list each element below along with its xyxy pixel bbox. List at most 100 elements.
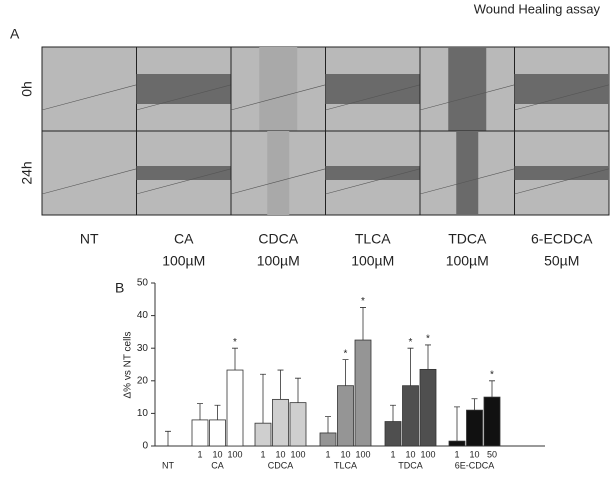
column-label: NT (80, 231, 99, 247)
error-bar (295, 377, 301, 403)
scratch-line (325, 84, 421, 111)
bar (289, 402, 307, 447)
y-tick-label: 20 (137, 375, 149, 386)
bar (272, 398, 289, 447)
group-label: NT (162, 460, 174, 470)
error-bar (407, 347, 414, 386)
significance-mark: * (344, 348, 348, 359)
bar (419, 368, 437, 447)
bar (483, 396, 501, 447)
group-label: TDCA (398, 460, 423, 470)
group-label: CA (211, 460, 224, 470)
wound-gap (448, 47, 487, 131)
significance-mark: * (426, 334, 430, 345)
scratch-line (41, 168, 137, 195)
y-tick-label: 30 (137, 343, 149, 354)
group-label: CDCA (268, 460, 294, 470)
error-bar (425, 344, 431, 370)
error-bar (277, 369, 284, 400)
dose-label: 1 (325, 449, 330, 459)
bar (226, 369, 244, 447)
column-label: CDCA (258, 231, 298, 247)
dose-label: 1 (390, 449, 395, 459)
column-label: TDCA (448, 231, 487, 247)
wound-gap (325, 166, 420, 180)
wound-gap (514, 166, 609, 180)
scratch-line (136, 84, 232, 111)
error-bar (232, 347, 238, 371)
dose-label: 1 (197, 449, 202, 459)
y-axis-label: Δ% vs NT cells (123, 331, 134, 398)
scratch-line (41, 84, 137, 111)
y-tick-label: 10 (137, 408, 149, 419)
dose-label: 10 (469, 449, 479, 459)
dose-label: 50 (487, 449, 497, 459)
scratch-line (136, 168, 232, 195)
bar (354, 339, 372, 447)
scratch-line (230, 84, 326, 111)
error-bar (471, 398, 478, 411)
column-dose: 100µM (257, 253, 300, 269)
wound-gap (136, 166, 231, 180)
panel-label: B (115, 280, 124, 296)
panel-label: A (10, 26, 20, 42)
micrograph (41, 46, 137, 132)
dose-label: 10 (212, 449, 222, 459)
column-label: CA (174, 231, 194, 247)
figure-title: Wound Healing assay (474, 1, 601, 16)
bar (209, 419, 226, 447)
column-dose: 100µM (351, 253, 394, 269)
bar (337, 385, 354, 447)
y-tick-label: 0 (142, 441, 148, 452)
dose-label: 10 (405, 449, 415, 459)
wound-gap (136, 74, 231, 104)
micrograph (41, 130, 137, 216)
dose-label: 100 (227, 449, 242, 459)
error-bar (197, 403, 203, 420)
wound-gap (456, 131, 479, 215)
significance-mark: * (490, 369, 494, 380)
error-bar (390, 404, 396, 422)
error-bar (325, 416, 331, 433)
column-label: TLCA (355, 231, 391, 247)
significance-mark: * (361, 296, 365, 307)
error-bar (342, 359, 349, 386)
dose-label: 10 (340, 449, 350, 459)
bar (402, 385, 419, 447)
bar (384, 421, 402, 447)
y-tick-label: 50 (137, 278, 149, 289)
scratch-line (419, 168, 515, 195)
scratch-line (419, 84, 515, 111)
wound-gap (514, 74, 609, 104)
group-label: 6E-CDCA (455, 460, 495, 470)
bar (319, 432, 337, 447)
significance-mark: * (409, 337, 413, 348)
group-label: TLCA (334, 460, 357, 470)
column-label: 6-ECDCA (531, 231, 593, 247)
wound-gap (267, 131, 290, 215)
scratch-line (230, 168, 326, 195)
scratch-line (325, 168, 421, 195)
error-bar (165, 430, 171, 446)
error-bar (360, 307, 366, 341)
scratch-line (514, 84, 610, 111)
dose-label: 100 (290, 449, 305, 459)
row-label: 0h (19, 81, 35, 97)
scratch-line (514, 168, 610, 195)
column-dose: 100µM (162, 253, 205, 269)
y-tick-label: 40 (137, 310, 149, 321)
bar (448, 440, 466, 447)
error-bar (214, 404, 221, 420)
dose-label: 100 (420, 449, 435, 459)
significance-mark: * (233, 337, 237, 348)
wound-gap (325, 74, 420, 104)
error-bar (489, 380, 495, 398)
error-bar (260, 373, 266, 424)
row-label: 24h (19, 161, 35, 184)
bar (254, 422, 272, 447)
column-dose: 100µM (446, 253, 489, 269)
error-bar (454, 406, 460, 442)
dose-label: 100 (355, 449, 370, 459)
bar (191, 419, 209, 447)
